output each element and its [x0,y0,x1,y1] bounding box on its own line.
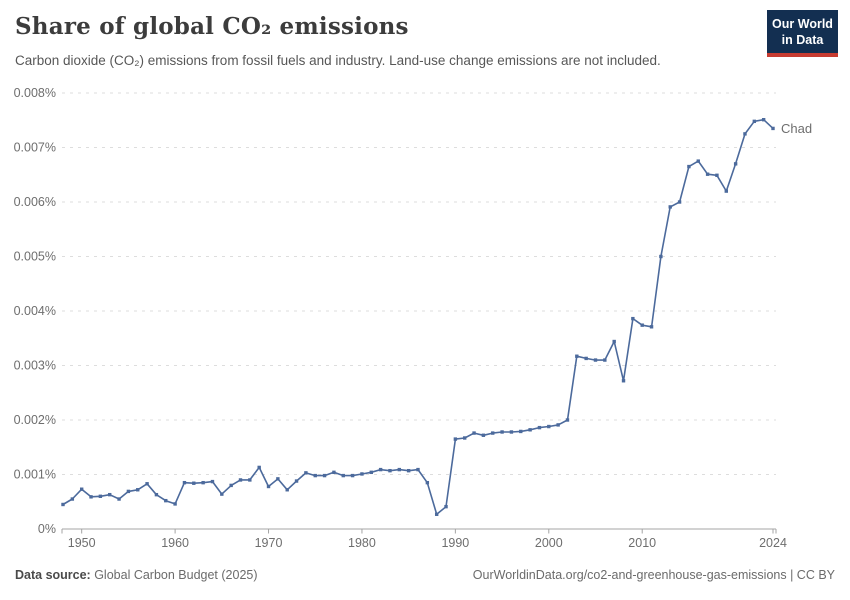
data-source-label: Data source: [15,568,91,582]
svg-text:0.007%: 0.007% [14,141,56,155]
attribution-link[interactable]: OurWorldinData.org/co2-and-greenhouse-ga… [472,568,835,582]
chart-title: Share of global CO₂ emissions [15,13,409,40]
svg-text:1950: 1950 [68,536,96,550]
svg-text:1980: 1980 [348,536,376,550]
owid-logo-line2: in Data [781,33,824,47]
svg-text:0.002%: 0.002% [14,413,56,427]
owid-logo-line1: Our World [772,17,833,31]
svg-text:0%: 0% [38,522,56,536]
chart-subtitle: Carbon dioxide (CO₂) emissions from foss… [15,53,661,68]
y-axis-labels: 0% 0.001% 0.002% 0.003% 0.004% 0.005% 0.006% 0.… [14,86,56,536]
svg-text:1970: 1970 [255,536,283,550]
series-points-chad [61,118,775,516]
svg-text:2000: 2000 [535,536,563,550]
x-axis [61,528,777,534]
svg-text:0.008%: 0.008% [14,86,56,100]
chart-footer: Data source: Global Carbon Budget (2025)… [15,568,835,582]
svg-text:1960: 1960 [161,536,189,550]
svg-text:0.005%: 0.005% [14,250,56,264]
data-source: Data source: Global Carbon Budget (2025) [15,568,258,582]
series-line-chad [62,118,774,516]
svg-text:1990: 1990 [441,536,469,550]
owid-logo[interactable]: Our World in Data [767,10,838,57]
svg-text:2010: 2010 [628,536,656,550]
svg-text:0.006%: 0.006% [14,195,56,209]
data-source-value: Global Carbon Budget (2025) [90,568,258,582]
svg-text:0.004%: 0.004% [14,304,56,318]
line-chart[interactable]: 0% 0.001% 0.002% 0.003% 0.004% 0.005% 0.006% 0.… [0,0,850,560]
svg-text:0.003%: 0.003% [14,359,56,373]
y-gridlines [62,92,776,475]
svg-text:2024: 2024 [759,536,787,550]
svg-text:0.001%: 0.001% [14,468,56,482]
x-axis-labels: 1950 1960 1970 1980 1990 2000 2010 2024 [68,536,787,550]
series-label-chad: Chad [781,121,812,136]
